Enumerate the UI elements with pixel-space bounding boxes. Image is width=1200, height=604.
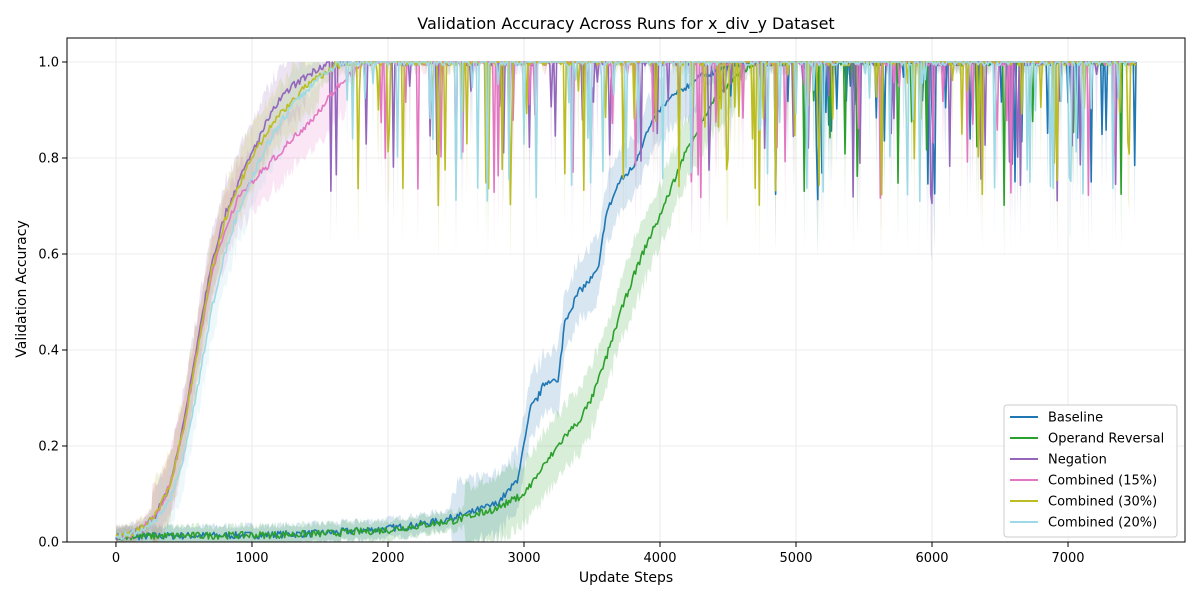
x-tick-label: 2000 xyxy=(371,551,404,566)
y-tick-label: 0.2 xyxy=(38,440,59,455)
series-band-1 xyxy=(116,62,1136,542)
x-tick-label: 6000 xyxy=(915,551,948,566)
plot-frame xyxy=(66,37,1186,543)
series-line-5 xyxy=(115,61,1136,540)
legend-label: Operand Reversal xyxy=(1048,432,1164,447)
y-axis-title: Validation Accuracy xyxy=(14,220,30,358)
y-tick-label: 0.0 xyxy=(38,536,59,551)
legend-label: Combined (15%) xyxy=(1048,474,1157,489)
x-tick-label: 0 xyxy=(112,551,120,566)
legend-label: Combined (30%) xyxy=(1048,495,1157,510)
tick-layer: 0 1000 2000 3000 4000 5000 6000 7000 0.0 0.2 0.4 0.… xyxy=(38,56,1084,567)
x-tick-label: 3000 xyxy=(507,551,540,566)
legend-box xyxy=(1003,404,1178,538)
legend-label: Combined (20%) xyxy=(1048,516,1157,531)
y-tick-label: 0.8 xyxy=(38,152,59,167)
x-tick-label: 4000 xyxy=(643,551,676,566)
x-tick-label: 1000 xyxy=(235,551,268,566)
chart-title: Validation Accuracy Across Runs for x_di… xyxy=(417,14,834,34)
legend-label: Baseline xyxy=(1048,411,1103,426)
series-layer xyxy=(115,61,1137,541)
y-tick-label: 1.0 xyxy=(38,56,59,71)
y-tick-label: 0.4 xyxy=(38,344,59,359)
legend-label: Negation xyxy=(1048,453,1107,468)
x-axis-title: Update Steps xyxy=(579,570,673,586)
y-tick-label: 0.6 xyxy=(38,248,59,263)
legend: Baseline Operand Reversal Negation Combined… xyxy=(1003,404,1178,538)
x-tick-label: 7000 xyxy=(1051,551,1084,566)
x-tick-label: 5000 xyxy=(779,551,812,566)
